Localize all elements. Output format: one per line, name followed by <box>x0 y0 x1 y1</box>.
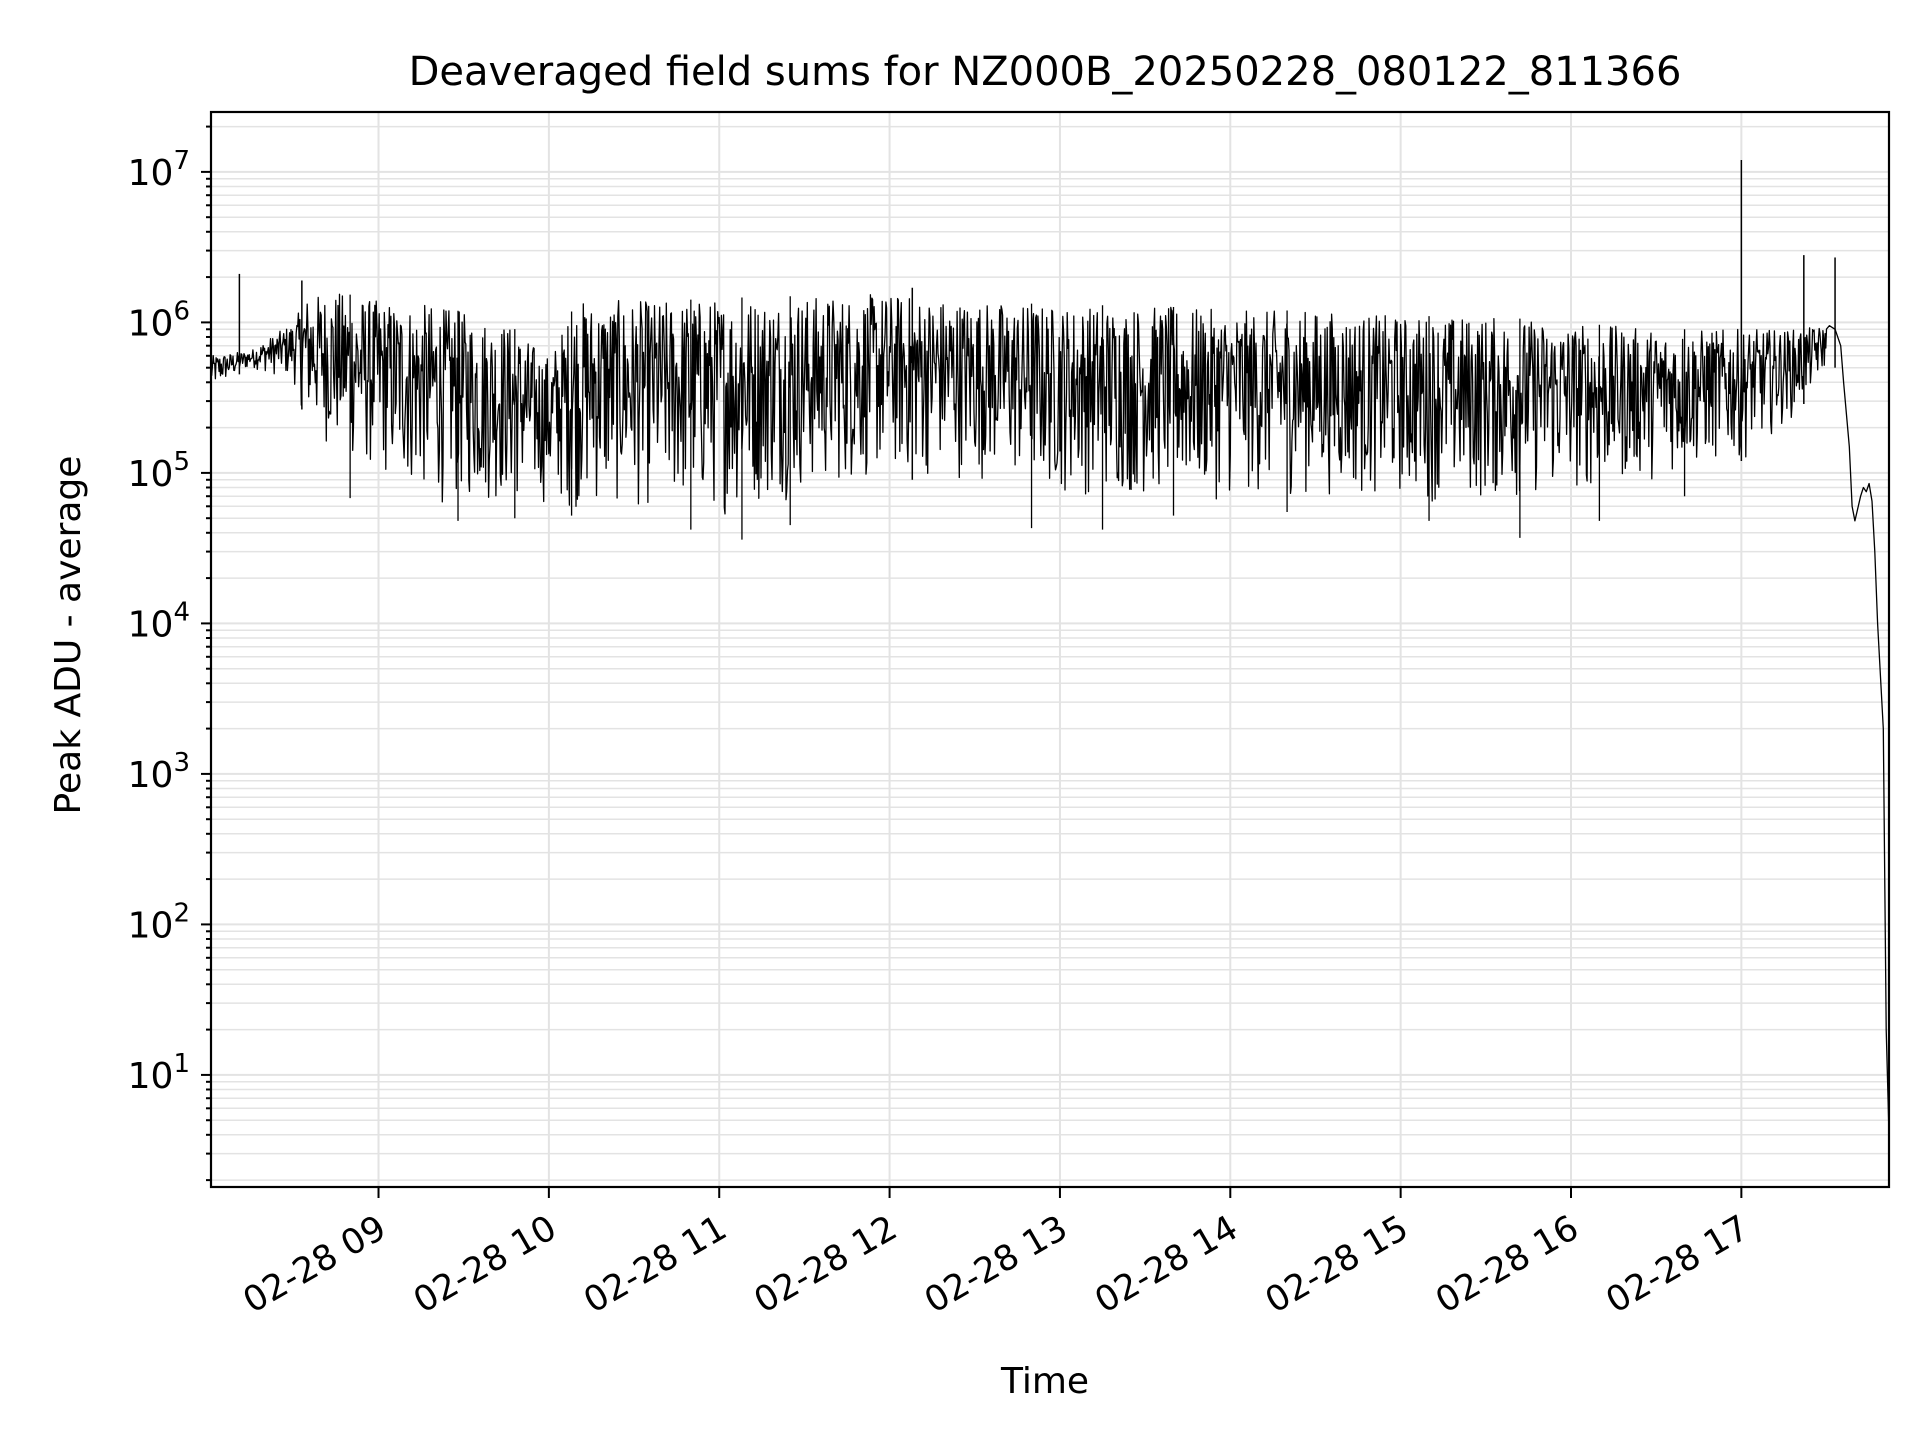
y-tick-label: 105 <box>128 447 190 495</box>
axes-frame <box>201 110 1891 1198</box>
y-tick-label-exponent: 7 <box>173 146 190 176</box>
y-tick-label-base: 10 <box>128 755 174 796</box>
y-tick-label-exponent: 4 <box>173 597 190 627</box>
y-tick-label: 104 <box>128 597 190 645</box>
y-tick-label-base: 10 <box>128 905 174 946</box>
x-axis-label: Time <box>1000 1361 1089 1402</box>
y-tick-label-exponent: 2 <box>173 898 190 928</box>
y-tick-label-exponent: 6 <box>173 296 190 326</box>
y-tick-label-exponent: 3 <box>173 748 190 778</box>
chart-title: Deaveraged field sums for NZ000B_2025022… <box>409 49 1682 95</box>
plot-frame <box>209 110 1891 1189</box>
y-tick-label: 106 <box>128 296 190 344</box>
y-tick-label-base: 10 <box>128 1056 174 1097</box>
y-axis-label: Peak ADU - average <box>48 456 89 815</box>
y-tick-label: 103 <box>128 748 190 796</box>
y-tick-label: 101 <box>128 1049 190 1097</box>
y-tick-label: 107 <box>128 146 190 194</box>
y-tick-label-base: 10 <box>128 153 174 194</box>
y-tick-label-base: 10 <box>128 303 174 344</box>
y-tick-label-base: 10 <box>128 604 174 645</box>
y-tick-label-exponent: 1 <box>173 1049 190 1079</box>
data-line <box>210 293 1890 1135</box>
y-tick-label-exponent: 5 <box>173 447 190 477</box>
data-series <box>210 159 1890 1135</box>
y-tick-label: 102 <box>128 898 190 946</box>
y-tick-label-base: 10 <box>128 454 174 495</box>
